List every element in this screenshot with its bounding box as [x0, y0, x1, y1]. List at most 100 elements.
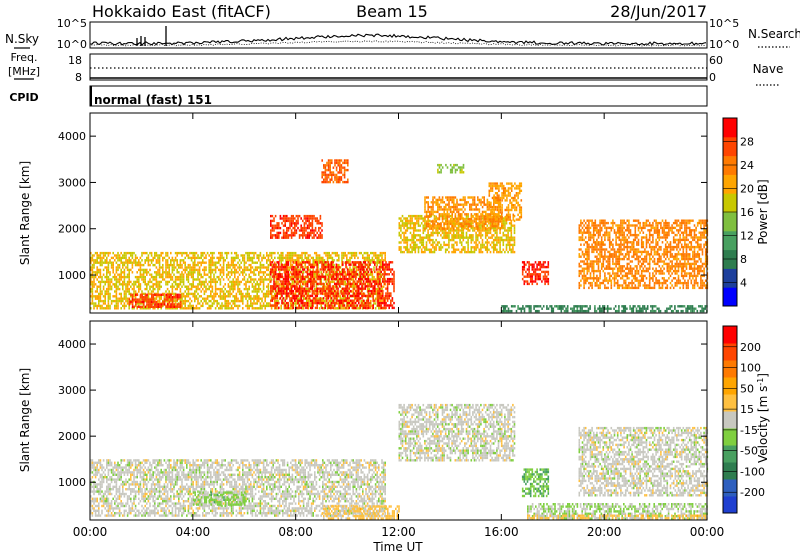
colorbar-swatch: [723, 462, 737, 480]
vel-data-region: [321, 505, 400, 520]
noise-panel-frame: [89, 21, 708, 49]
colorbar-swatch: [723, 343, 737, 361]
y-tick-label: 4000: [58, 338, 86, 351]
colorbar-tick-label: 4: [740, 277, 747, 290]
colorbar-tick-label: 16: [740, 206, 754, 219]
colorbar-tick-label: -50: [740, 445, 758, 458]
noise-right-tick-bottom: 10^0: [709, 38, 739, 51]
noise-left-tick-bottom: 10^0: [57, 38, 87, 51]
power-data-region: [398, 214, 516, 254]
velocity-colorbar-label: Velocity [m s-1]: [756, 373, 770, 463]
colorbar-swatch: [723, 394, 737, 412]
power-data-region: [521, 261, 550, 286]
colorbar-swatch: [723, 428, 737, 446]
colorbar-swatch: [723, 193, 737, 213]
cpid-panel: CPID normal (fast) 151: [9, 85, 708, 107]
colorbar-tick-label: -200: [740, 486, 765, 499]
colorbar-swatch: [723, 411, 737, 429]
power-data-region: [321, 159, 349, 184]
x-tick-label: 16:00: [484, 525, 519, 539]
y-tick-label: 4000: [58, 130, 86, 143]
noise-left-tick-top: 10^5: [57, 17, 87, 30]
noise-traces: [89, 26, 707, 47]
colorbar-swatch: [723, 360, 737, 378]
colorbar-tick-label: 8: [740, 253, 747, 266]
power-y-axis: 1000 2000 3000 4000: [58, 130, 707, 282]
x-tick-label: 00:00: [690, 525, 725, 539]
power-colorbar-label: Power [dB]: [756, 179, 770, 244]
y-tick-label: 2000: [58, 223, 86, 236]
velocity-panel: 1000 2000 3000 4000 00:00 04:00 08:00 12:00 16:…: [18, 320, 770, 554]
station-title: Hokkaido East (fitACF): [92, 2, 271, 21]
colorbar-swatch: [723, 496, 737, 514]
noise-panel: N.Sky 10^5 10^0 10^5 10^0 N.Search: [5, 17, 800, 51]
colorbar-swatch: [723, 377, 737, 395]
nave-right-tick-top: 60: [709, 54, 723, 67]
colorbar-tick-label: -15: [740, 424, 758, 437]
colorbar-tick-label: 20: [740, 183, 754, 196]
noise-sky-label: N.Sky: [5, 32, 39, 46]
power-colorbar: 28 24 20 16 12 8 4: [722, 117, 754, 307]
date-title: 28/Jun/2017: [610, 2, 707, 21]
freq-label-line2: [MHz]: [8, 65, 40, 78]
colorbar-tick-label: 28: [740, 136, 754, 149]
noise-sky-trace: [89, 33, 707, 46]
time-axis-label: Time UT: [372, 540, 423, 554]
power-data-region: [488, 182, 523, 221]
power-panel: 1000 2000 3000 4000 Slant Range [km] 28 24 20…: [18, 112, 770, 314]
power-data-region: [501, 305, 708, 313]
freq-left-tick-top: 18: [68, 54, 82, 67]
x-tick-label: 20:00: [587, 525, 622, 539]
y-tick-label: 2000: [58, 430, 86, 443]
colorbar-swatch: [723, 136, 737, 157]
power-data-region: [270, 214, 323, 239]
power-x-ticks: [89, 113, 708, 313]
velocity-colorbar: 200 100 50 15 -15 -50 -100 -200: [722, 325, 765, 514]
colorbar-swatch: [723, 268, 737, 288]
y-tick-label: 1000: [58, 476, 86, 489]
nave-right-tick-bottom: 0: [709, 71, 716, 84]
x-tick-label: 04:00: [176, 525, 211, 539]
vel-data-region: [398, 403, 516, 462]
colorbar-tick-label: -100: [740, 465, 765, 478]
cpid-mode: normal (fast) 151: [94, 93, 212, 107]
vel-data-region: [527, 514, 707, 520]
y-tick-label: 3000: [58, 176, 86, 189]
vel-data-region: [192, 491, 246, 506]
power-heatmap: [90, 159, 709, 313]
beam-title: Beam 15: [356, 2, 428, 21]
power-data-region: [437, 163, 465, 174]
nave-label: Nave: [753, 62, 784, 76]
colorbar-swatch: [723, 479, 737, 497]
x-tick-label: 00:00: [73, 525, 108, 539]
cpid-label: CPID: [9, 91, 38, 104]
colorbar-swatch: [723, 118, 737, 138]
colorbar-tick-label: 200: [740, 341, 761, 354]
colorbar-tick-label: 15: [740, 403, 754, 416]
velocity-y-label: Slant Range [km]: [18, 368, 32, 472]
freq-panel: Freq. [MHz] 18 8 60 0 Nave: [8, 51, 784, 86]
colorbar-swatch: [723, 445, 737, 463]
velocity-y-axis: 1000 2000 3000 4000: [58, 338, 707, 489]
velocity-x-axis: 00:00 04:00 08:00 12:00 16:00 20:00 00:00: [73, 321, 725, 539]
colorbar-swatch: [723, 287, 737, 307]
vel-data-region: [578, 426, 709, 497]
noise-search-label: N.Search: [748, 27, 800, 41]
colorbar-tick-label: 50: [740, 382, 754, 395]
power-data-region: [128, 293, 182, 308]
noise-right-tick-top: 10^5: [709, 17, 739, 30]
freq-label-line1: Freq.: [10, 51, 37, 64]
y-tick-label: 3000: [58, 384, 86, 397]
velocity-heatmap: [90, 403, 709, 520]
colorbar-tick-label: 12: [740, 230, 754, 243]
power-data-region: [270, 261, 395, 310]
colorbar-tick-label: 24: [740, 159, 754, 172]
vel-data-region: [90, 459, 386, 517]
x-tick-label: 08:00: [278, 525, 313, 539]
freq-panel-frame: [89, 53, 708, 81]
x-tick-label: 12:00: [381, 525, 416, 539]
colorbar-swatch: [723, 174, 737, 194]
y-tick-label: 1000: [58, 269, 86, 282]
colorbar-swatch: [723, 230, 737, 251]
